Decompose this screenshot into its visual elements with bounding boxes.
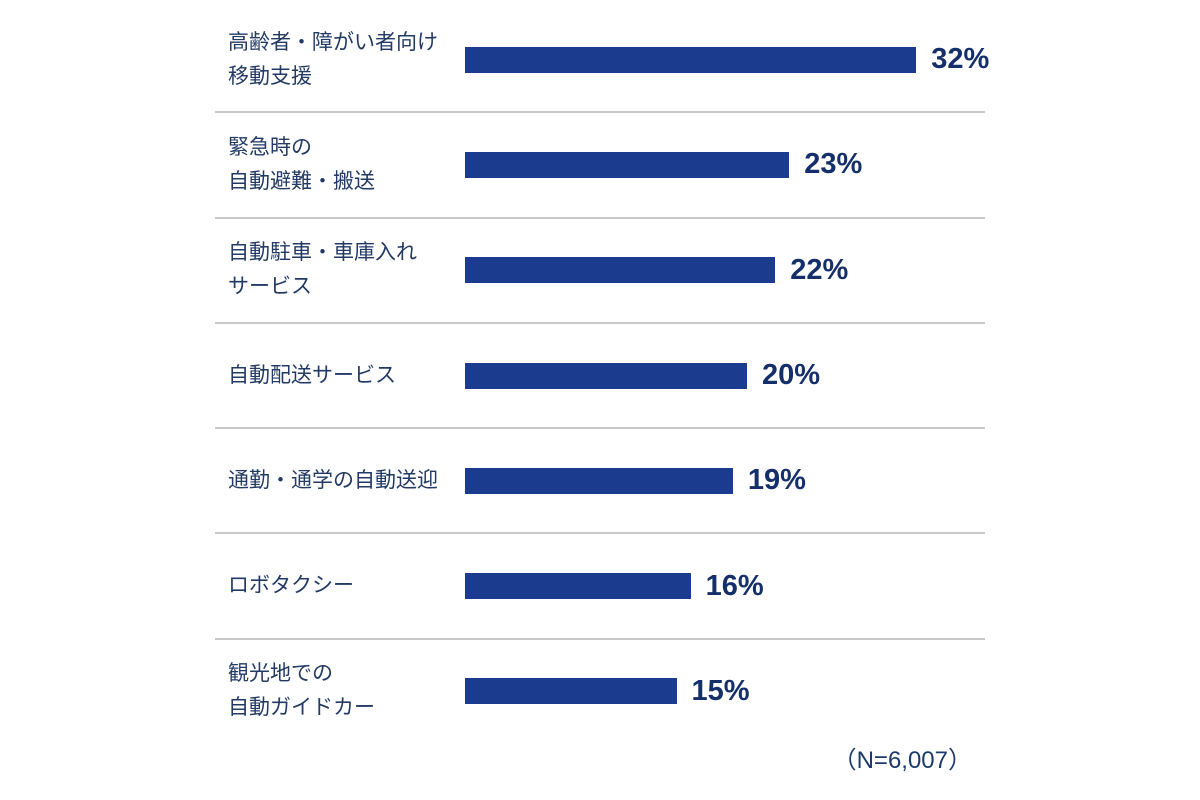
value-label: 32% xyxy=(931,43,990,76)
category-label: ロボタクシー xyxy=(228,574,354,598)
bar-track: 16% xyxy=(465,570,985,603)
bar xyxy=(465,467,733,494)
category-label: 通勤・通学の自動送迎 xyxy=(228,468,438,492)
value-label: 15% xyxy=(691,674,750,707)
value-label: 20% xyxy=(762,359,821,392)
value-label: 22% xyxy=(790,253,849,286)
bar-track: 23% xyxy=(465,148,985,181)
category-label: 緊急時の 自動避難・搬送 xyxy=(228,135,375,193)
bar xyxy=(465,573,691,600)
value-label: 23% xyxy=(804,148,863,181)
bar-row: 緊急時の 自動避難・搬送 23% xyxy=(215,113,985,219)
bar xyxy=(465,46,917,73)
bar-row: ロボタクシー 16% xyxy=(215,534,985,640)
category-label: 自動駐車・車庫入れ サービス xyxy=(228,241,417,299)
bar-row: 高齢者・障がい者向け 移動支援 32% xyxy=(215,8,989,114)
value-label: 16% xyxy=(705,569,764,602)
bar xyxy=(465,257,776,284)
chart-body: 高齢者・障がい者向け 移動支援 32% 緊急時の 自動避難・搬送 23% 自動駐… xyxy=(215,8,989,743)
bar-track: 22% xyxy=(465,254,985,287)
value-label: 19% xyxy=(747,464,806,497)
bar-row: 通勤・通学の自動送迎 19% xyxy=(215,429,985,535)
bar xyxy=(465,151,790,178)
bar-track: 15% xyxy=(465,675,985,708)
category-label: 観光地での 自動ガイドカー xyxy=(228,662,375,720)
bar xyxy=(465,362,747,389)
bar-track: 20% xyxy=(465,359,985,392)
bar-track: 19% xyxy=(465,464,985,497)
category-label: 高齢者・障がい者向け 移動支援 xyxy=(228,30,438,88)
bar-track: 32% xyxy=(465,43,989,76)
sample-size-note: （N=6,007） xyxy=(832,747,972,774)
bar-row: 自動駐車・車庫入れ サービス 22% xyxy=(215,219,985,324)
bar xyxy=(465,678,677,705)
bar-row: 観光地での 自動ガイドカー 15% xyxy=(215,640,985,743)
bar-row: 自動配送サービス 20% xyxy=(215,324,985,430)
category-label: 自動配送サービス xyxy=(228,363,396,387)
